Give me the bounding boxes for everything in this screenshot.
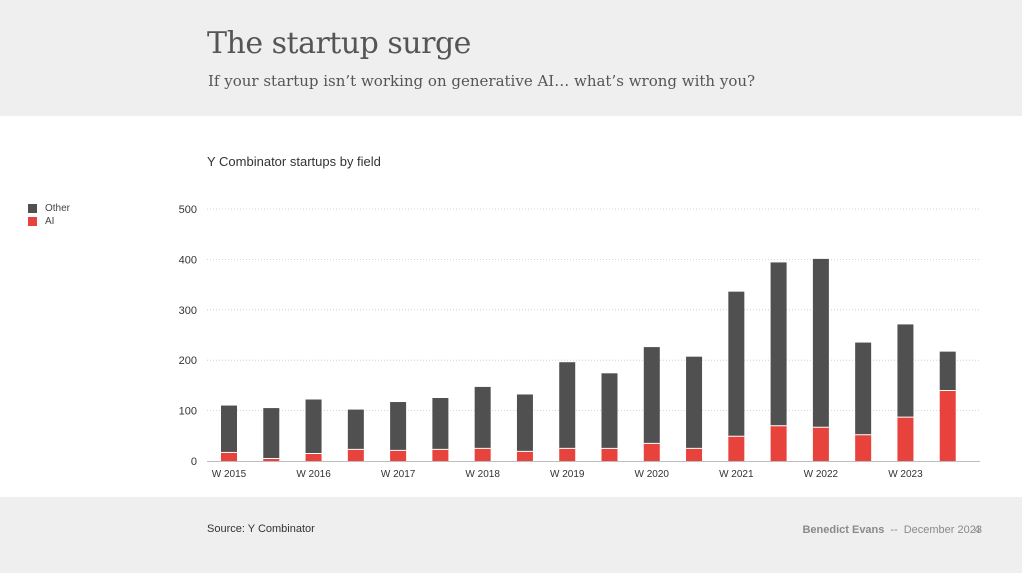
y-tick-label: 300	[179, 305, 197, 317]
bar-ai	[897, 417, 914, 461]
bar-other	[728, 291, 745, 437]
x-tick-label: W 2016	[296, 469, 331, 480]
legend-swatch-ai	[28, 217, 37, 226]
stacked-bar-chart: 0 100 200 300 400 500 W 2015 W 2016 W 2017 W 2018…	[179, 204, 980, 480]
bar-ai	[686, 448, 703, 461]
bar-ai	[601, 448, 618, 461]
legend-label-ai: AI	[45, 216, 55, 227]
bar-ai	[221, 452, 237, 461]
credit-separator: --	[890, 524, 898, 536]
page-number: 4	[974, 524, 981, 536]
x-tick-label: W 2015	[212, 469, 247, 480]
bar-other	[221, 405, 237, 453]
bar-other	[474, 386, 491, 449]
header-band: The startup surge If your startup isn’t …	[0, 0, 1022, 116]
page-title: The startup surge	[207, 26, 471, 61]
x-tick-label: W 2018	[465, 469, 500, 480]
bar-ai	[939, 390, 956, 461]
legend-label-other: Other	[45, 203, 71, 214]
footer-band: Source: Y Combinator Benedict Evans -- Dec…	[0, 497, 1022, 573]
publication-date: December 2023	[903, 524, 982, 536]
bar-ai	[263, 458, 280, 461]
bar-other	[812, 258, 829, 428]
y-tick-label: 500	[179, 204, 197, 216]
chart-legend: Other AI	[28, 202, 70, 228]
bar-other	[516, 394, 533, 452]
bar-ai	[516, 451, 533, 461]
bar-other	[897, 324, 914, 418]
bar-other	[686, 356, 703, 449]
bar-ai	[812, 427, 829, 461]
y-tick-label: 100	[179, 406, 197, 418]
bar-other	[432, 398, 449, 450]
credit: Benedict Evans -- December 2023	[802, 524, 982, 536]
legend-item-other: Other	[28, 202, 70, 215]
y-tick-label: 0	[191, 456, 197, 468]
bar-ai	[559, 448, 576, 461]
y-tick-label: 400	[179, 254, 197, 266]
bar-other	[601, 373, 618, 449]
bar-other	[263, 408, 280, 459]
x-tick-label: W 2020	[635, 469, 670, 480]
legend-swatch-other	[28, 204, 37, 213]
bar-ai	[855, 434, 872, 461]
bar-other	[939, 351, 956, 391]
bar-ai	[347, 449, 364, 461]
bar-ai	[728, 436, 745, 461]
y-tick-label: 200	[179, 355, 197, 367]
x-tick-label: W 2022	[804, 469, 839, 480]
bar-ai	[770, 425, 787, 461]
bar-other	[559, 362, 576, 449]
bar-other	[855, 342, 872, 435]
bar-other	[347, 409, 364, 450]
bar-ai	[432, 449, 449, 461]
bar-ai	[643, 443, 660, 461]
bar-ai	[305, 453, 322, 461]
x-tick-label: W 2023	[888, 469, 923, 480]
page-subtitle: If your startup isn’t working on generat…	[208, 72, 756, 90]
author-name: Benedict Evans	[802, 524, 885, 536]
x-tick-label: W 2017	[381, 469, 416, 480]
bar-other	[305, 399, 322, 454]
bar-ai	[474, 448, 491, 461]
bar-ai	[390, 450, 407, 461]
bar-other	[643, 347, 660, 444]
legend-item-ai: AI	[28, 215, 70, 228]
bar-other	[390, 402, 407, 451]
bar-other	[770, 262, 787, 426]
x-tick-label: W 2021	[719, 469, 754, 480]
source-note: Source: Y Combinator	[207, 523, 315, 535]
x-tick-label: W 2019	[550, 469, 585, 480]
chart-title: Y Combinator startups by field	[207, 154, 381, 169]
